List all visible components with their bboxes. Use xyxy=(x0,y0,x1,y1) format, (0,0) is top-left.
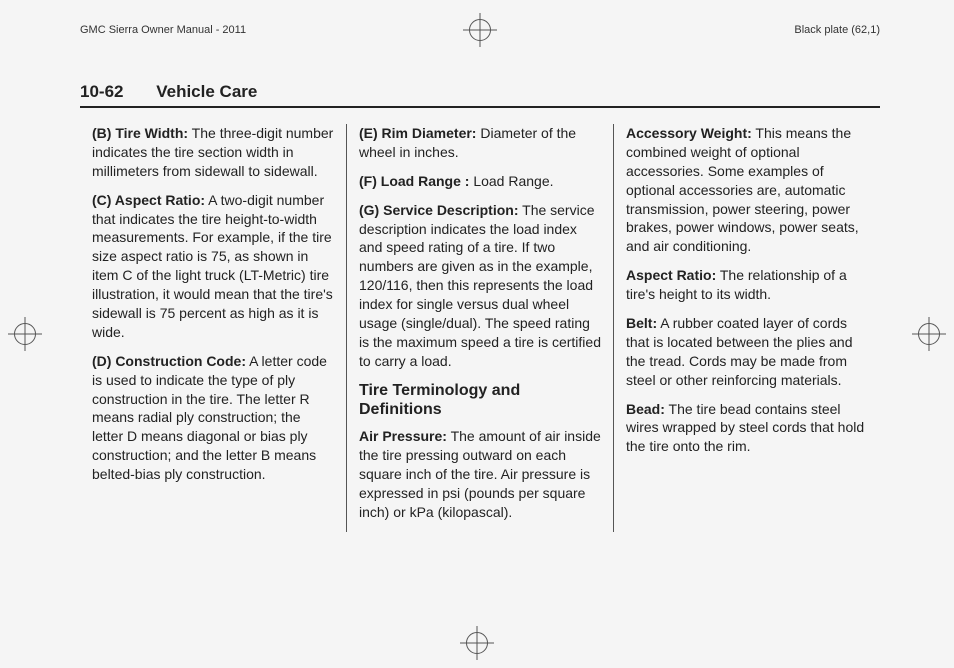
column-2: (E) Rim Diameter: Diameter of the wheel … xyxy=(346,124,613,532)
subheading-terminology: Tire Terminology and Definitions xyxy=(359,381,601,419)
term-text: A letter code is used to indicate the ty… xyxy=(92,353,327,482)
registration-mark-top xyxy=(469,19,491,41)
term-label: Air Pressure: xyxy=(359,428,447,444)
column-3: Accessory Weight: This means the combine… xyxy=(613,124,880,532)
header-right: Black plate (62,1) xyxy=(794,24,880,36)
term-label: (C) Aspect Ratio: xyxy=(92,192,205,208)
def-load-range: (F) Load Range : Load Range. xyxy=(359,172,601,191)
column-1: (B) Tire Width: The three-digit number i… xyxy=(80,124,346,532)
term-label: Belt: xyxy=(626,315,657,331)
header-left: GMC Sierra Owner Manual - 2011 xyxy=(80,24,246,36)
term-text: A rubber coated layer of cords that is l… xyxy=(626,315,853,388)
term-text: Load Range. xyxy=(469,173,553,189)
registration-mark-bottom xyxy=(466,632,488,654)
def-belt: Belt: A rubber coated layer of cords tha… xyxy=(626,314,868,390)
term-label: (B) Tire Width: xyxy=(92,125,188,141)
term-label: (E) Rim Diameter: xyxy=(359,125,476,141)
term-label: Bead: xyxy=(626,401,665,417)
term-text: This means the combined weight of option… xyxy=(626,125,859,254)
page-number: 10-62 xyxy=(80,82,123,101)
def-rim-diameter: (E) Rim Diameter: Diameter of the wheel … xyxy=(359,124,601,162)
section-title: Vehicle Care xyxy=(156,82,257,101)
registration-mark-right xyxy=(918,323,940,345)
def-aspect-ratio-c: (C) Aspect Ratio: A two-digit number tha… xyxy=(92,191,334,342)
section-heading: 10-62 Vehicle Care xyxy=(80,82,880,108)
page: GMC Sierra Owner Manual - 2011 Black pla… xyxy=(80,20,880,532)
def-aspect-ratio: Aspect Ratio: The relationship of a tire… xyxy=(626,266,868,304)
def-construction-code: (D) Construction Code: A letter code is … xyxy=(92,352,334,484)
def-tire-width: (B) Tire Width: The three-digit number i… xyxy=(92,124,334,181)
term-label: Aspect Ratio: xyxy=(626,267,716,283)
def-air-pressure: Air Pressure: The amount of air inside t… xyxy=(359,427,601,521)
term-label: Accessory Weight: xyxy=(626,125,752,141)
print-header: GMC Sierra Owner Manual - 2011 Black pla… xyxy=(80,20,880,40)
def-accessory-weight: Accessory Weight: This means the combine… xyxy=(626,124,868,256)
term-label: (F) Load Range : xyxy=(359,173,469,189)
def-bead: Bead: The tire bead contains steel wires… xyxy=(626,400,868,457)
registration-mark-left xyxy=(14,323,36,345)
term-text: The service description indicates the lo… xyxy=(359,202,601,369)
def-service-description: (G) Service Description: The service des… xyxy=(359,201,601,371)
term-label: (G) Service Description: xyxy=(359,202,519,218)
term-label: (D) Construction Code: xyxy=(92,353,246,369)
content-columns: (B) Tire Width: The three-digit number i… xyxy=(80,124,880,532)
term-text: A two-digit number that indicates the ti… xyxy=(92,192,333,340)
